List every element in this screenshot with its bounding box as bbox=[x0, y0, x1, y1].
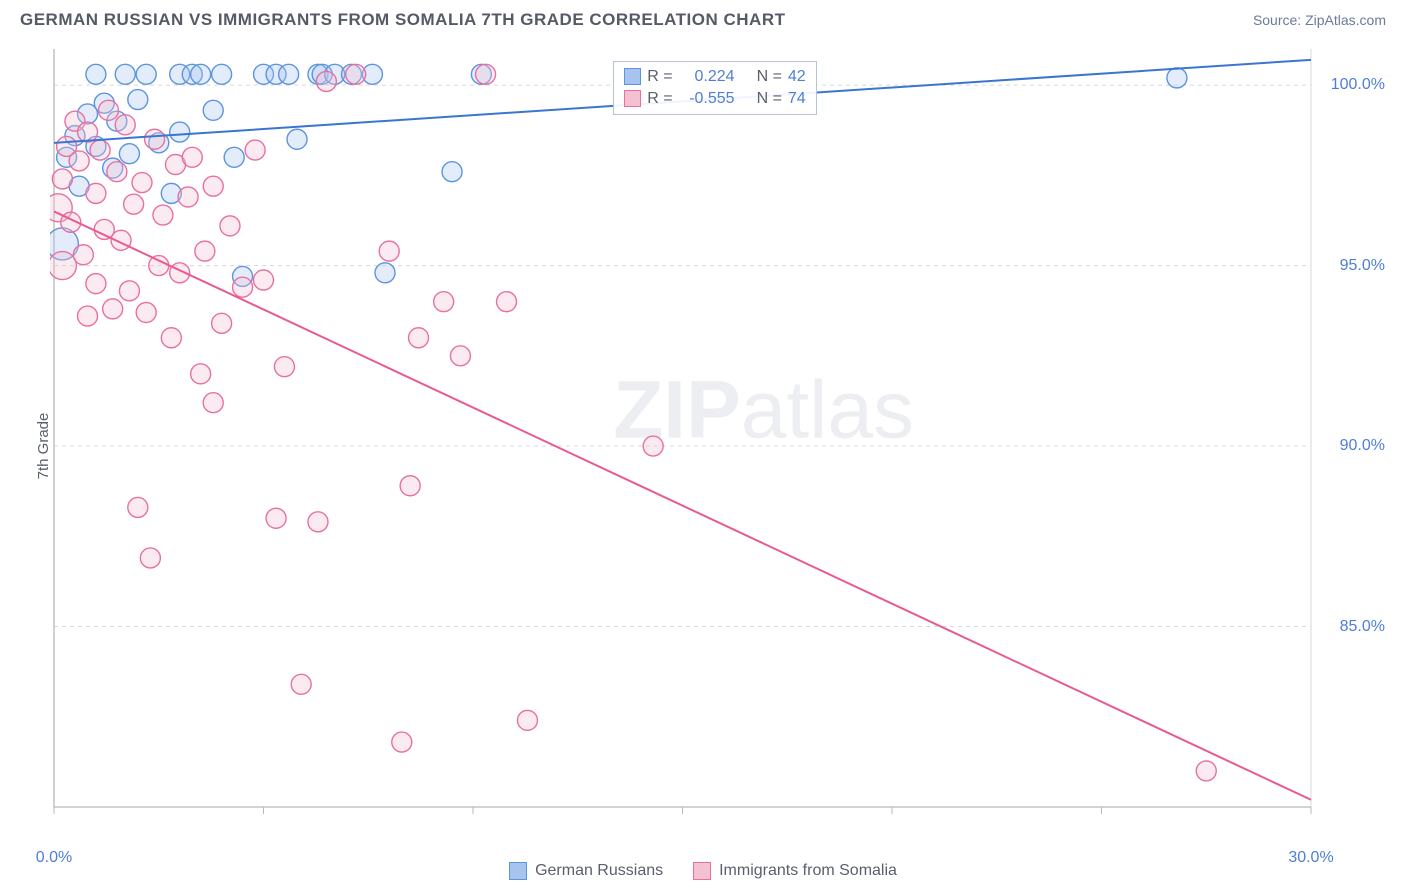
bottom-legend: German Russians Immigrants from Somalia bbox=[0, 862, 1406, 880]
legend-label: German Russians bbox=[535, 862, 663, 880]
stats-row: R = 0.224 N = 42 bbox=[624, 66, 805, 88]
n-label: N = bbox=[757, 66, 782, 88]
chart-title: GERMAN RUSSIAN VS IMMIGRANTS FROM SOMALI… bbox=[20, 10, 786, 30]
y-tick-label: 85.0% bbox=[1340, 618, 1385, 636]
n-label: N = bbox=[757, 88, 782, 110]
n-value: 42 bbox=[788, 66, 806, 88]
n-value: 74 bbox=[788, 88, 806, 110]
legend-item: Immigrants from Somalia bbox=[693, 862, 897, 880]
legend-item: German Russians bbox=[509, 862, 663, 880]
source-prefix: Source: bbox=[1253, 12, 1305, 28]
r-value: 0.224 bbox=[679, 66, 735, 88]
chart-area: ZIPatlas 85.0%90.0%95.0%100.0%0.0%30.0%R… bbox=[50, 45, 1391, 837]
source-link[interactable]: ZipAtlas.com bbox=[1305, 12, 1386, 28]
y-tick-label: 100.0% bbox=[1331, 76, 1385, 94]
scatter-plot: ZIPatlas bbox=[50, 45, 1391, 837]
r-label: R = bbox=[647, 66, 672, 88]
stats-row: R = -0.555 N = 74 bbox=[624, 88, 805, 110]
series-swatch bbox=[624, 68, 641, 85]
legend-swatch bbox=[693, 862, 711, 880]
y-tick-label: 95.0% bbox=[1340, 257, 1385, 275]
correlation-stats-box: R = 0.224 N = 42 R = -0.555 N = 74 bbox=[613, 61, 816, 115]
legend-swatch bbox=[509, 862, 527, 880]
source-attribution: Source: ZipAtlas.com bbox=[1253, 12, 1386, 28]
series-swatch bbox=[624, 90, 641, 107]
chart-header: GERMAN RUSSIAN VS IMMIGRANTS FROM SOMALI… bbox=[0, 0, 1406, 36]
legend-label: Immigrants from Somalia bbox=[719, 862, 897, 880]
r-label: R = bbox=[647, 88, 672, 110]
y-tick-label: 90.0% bbox=[1340, 437, 1385, 455]
r-value: -0.555 bbox=[679, 88, 735, 110]
